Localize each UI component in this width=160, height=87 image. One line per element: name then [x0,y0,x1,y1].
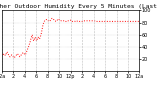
Title: Milwaukee Weather Outdoor Humidity Every 5 Minutes (Last 24 Hours): Milwaukee Weather Outdoor Humidity Every… [0,4,160,9]
